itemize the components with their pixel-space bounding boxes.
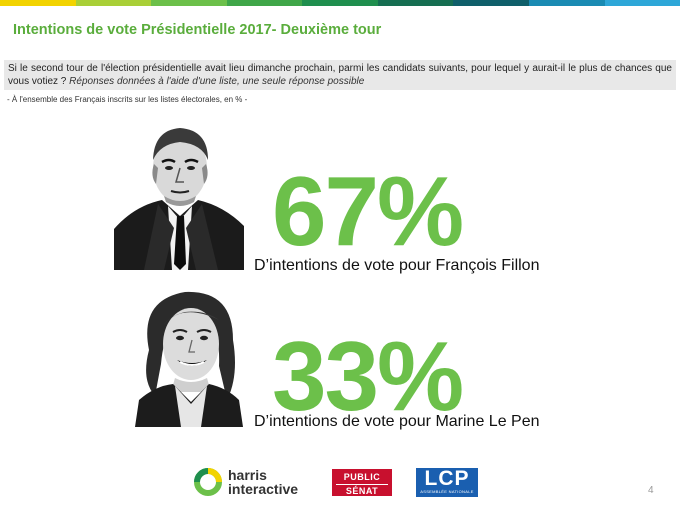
lcp-wordmark: LCP — [424, 467, 470, 490]
top-color-bar — [0, 0, 680, 6]
topbar-segment — [151, 0, 227, 6]
harris-interactive-logo: harris interactive — [193, 466, 298, 498]
scope-note: - À l'ensemble des Français inscrits sur… — [7, 95, 248, 104]
public-senat-word-1: PUBLIC — [343, 472, 381, 482]
lcp-subtitle: ASSEMBLÉE NATIONALE — [420, 489, 474, 494]
fillon-percentage: 67% — [272, 156, 464, 266]
topbar-segment — [453, 0, 529, 6]
question-box: Si le second tour de l'élection présiden… — [4, 60, 676, 90]
portrait-fillon-illustration — [114, 124, 244, 270]
harris-word-2: interactive — [228, 481, 299, 497]
le-pen-percentage: 33% — [272, 321, 464, 431]
portrait-le-pen — [135, 280, 243, 427]
public-senat-logo: PUBLIC SÉNAT — [332, 469, 392, 496]
topbar-segment — [75, 0, 152, 6]
topbar-segment — [302, 0, 378, 6]
topbar-segment — [226, 0, 303, 6]
topbar-segment — [377, 0, 454, 6]
page-number: 4 — [648, 485, 654, 496]
harris-wordmark: harris interactive — [228, 468, 298, 496]
le-pen-caption: D’intentions de vote pour Marine Le Pen — [254, 413, 540, 430]
page-title: Intentions de vote Présidentielle 2017- … — [13, 22, 382, 38]
portrait-fillon — [114, 124, 244, 270]
fillon-caption: D’intentions de vote pour François Fillo… — [254, 257, 540, 274]
portrait-le-pen-illustration — [135, 280, 243, 427]
topbar-segment — [528, 0, 605, 6]
public-senat-word-2: SÉNAT — [336, 484, 388, 497]
question-text: Si le second tour de l'élection présiden… — [8, 63, 672, 87]
question-instruction: Réponses données à l'aide d'une liste, u… — [69, 76, 365, 87]
harris-word-1: harris — [228, 467, 267, 483]
topbar-segment — [0, 0, 76, 6]
topbar-segment — [604, 0, 680, 6]
harris-ring-icon — [194, 468, 222, 496]
lcp-logo: LCP ASSEMBLÉE NATIONALE — [416, 468, 478, 497]
